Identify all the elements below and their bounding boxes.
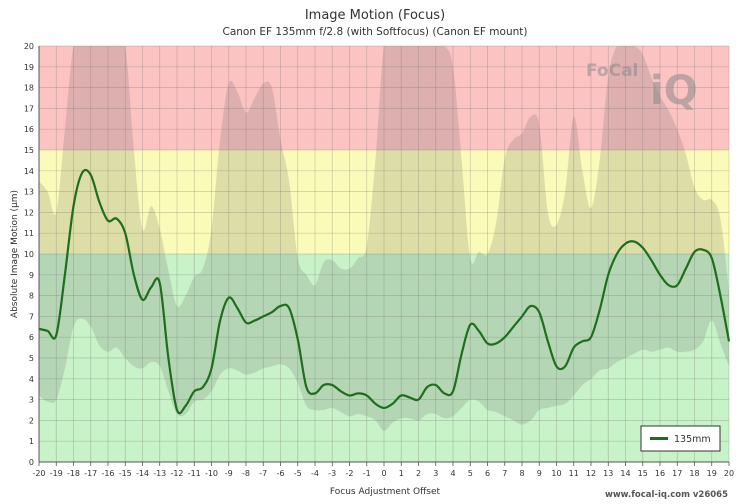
x-tick-label: 8: [519, 469, 524, 478]
x-tick-label: 18: [689, 469, 699, 478]
zone-0: [39, 254, 729, 462]
x-tick-label: -2: [346, 469, 354, 478]
x-tick-label: 0: [381, 469, 386, 478]
x-tick-label: -19: [50, 469, 63, 478]
svg-text:FoCal: FoCal: [586, 61, 638, 81]
zone-1: [39, 150, 729, 254]
grid-layer: [38, 45, 730, 463]
watermark: www.focal-iq.com v26065: [605, 490, 728, 500]
x-tick-label: 14: [620, 469, 630, 478]
x-tick-label: -5: [294, 469, 302, 478]
y-axis-label: Absolute Image Motion (µm): [10, 190, 20, 318]
y-tick-label: 11: [24, 229, 34, 238]
series-line-135mm: [38, 168, 731, 415]
x-tick-label: 20: [724, 469, 734, 478]
x-tick-label: 16: [655, 469, 665, 478]
x-tick-label: 12: [586, 469, 596, 478]
x-tick-label: -15: [119, 469, 132, 478]
y-tick-label: 9: [29, 271, 34, 280]
chart-subtitle: Canon EF 135mm f/2.8 (with Softfocus) (C…: [223, 26, 528, 38]
x-tick-label: -12: [170, 469, 183, 478]
x-tick-label: 10: [551, 469, 561, 478]
y-tick-label: 3: [29, 396, 34, 405]
y-tick-label: 19: [24, 63, 34, 72]
x-tick-label: -16: [101, 469, 114, 478]
x-tick-label: -17: [84, 469, 97, 478]
zones-layer: [39, 46, 729, 462]
x-tick-label: 13: [603, 469, 613, 478]
x-tick-label: 5: [468, 469, 473, 478]
x-tick-label: 4: [450, 469, 455, 478]
y-tick-label: 0: [29, 458, 34, 467]
x-tick-label: -6: [277, 469, 285, 478]
y-tick-label: 6: [29, 333, 34, 342]
x-tick-label: 17: [672, 469, 682, 478]
x-tick-labels: -20 -19 -18 -17 -16 -15 -14 -13 -12 -11 -10 -9 -8 -7-…: [32, 462, 734, 478]
range-band-layer: [39, 46, 729, 431]
x-tick-label: 15: [638, 469, 648, 478]
y-tick-label: 16: [24, 125, 34, 134]
x-tick-label: 19: [707, 469, 717, 478]
y-tick-label: 2: [29, 416, 34, 425]
y-tick-label: 8: [29, 292, 34, 301]
svg-text:iQ: iQ: [650, 68, 698, 114]
y-tick-label: 1: [29, 437, 34, 446]
x-tick-label: 1: [399, 469, 404, 478]
y-tick-label: 7: [29, 312, 34, 321]
x-axis-label: Focus Adjustment Offset: [330, 487, 441, 497]
series-line-layer: [38, 168, 731, 415]
x-tick-label: -4: [311, 469, 319, 478]
x-tick-label: 6: [485, 469, 490, 478]
y-tick-label: 12: [24, 208, 34, 217]
x-tick-label: 7: [502, 469, 507, 478]
y-tick-label: 15: [24, 146, 34, 155]
legend-label: 135mm: [674, 434, 711, 445]
x-tick-label: -9: [225, 469, 233, 478]
x-tick-label: -11: [188, 469, 201, 478]
x-tick-label: -3: [328, 469, 336, 478]
x-tick-label: 11: [569, 469, 579, 478]
x-tick-label: -18: [67, 469, 80, 478]
x-tick-label: -1: [363, 469, 371, 478]
y-tick-label: 18: [24, 84, 34, 93]
y-tick-label: 4: [29, 375, 34, 384]
x-tick-label: 3: [433, 469, 438, 478]
series-range-band: [39, 46, 729, 431]
y-tick-label: 10: [24, 250, 34, 259]
x-tick-label: 2: [416, 469, 421, 478]
x-tick-label: -13: [153, 469, 166, 478]
focal-iq-logo: FoCal iQ: [586, 61, 698, 114]
x-tick-label: 9: [537, 469, 542, 478]
y-tick-label: 20: [24, 42, 34, 51]
chart-title: Image Motion (Focus): [305, 8, 445, 23]
x-tick-label: -7: [259, 469, 267, 478]
y-tick-label: 17: [24, 104, 34, 113]
x-tick-label: -8: [242, 469, 250, 478]
y-tick-label: 5: [29, 354, 34, 363]
x-tick-label: -10: [205, 469, 218, 478]
y-tick-label: 13: [24, 188, 34, 197]
x-tick-label: -14: [136, 469, 149, 478]
y-tick-label: 14: [24, 167, 34, 176]
x-tick-label: -20: [32, 469, 45, 478]
legend[interactable]: 135mm: [640, 425, 721, 452]
zone-2: [39, 46, 729, 150]
